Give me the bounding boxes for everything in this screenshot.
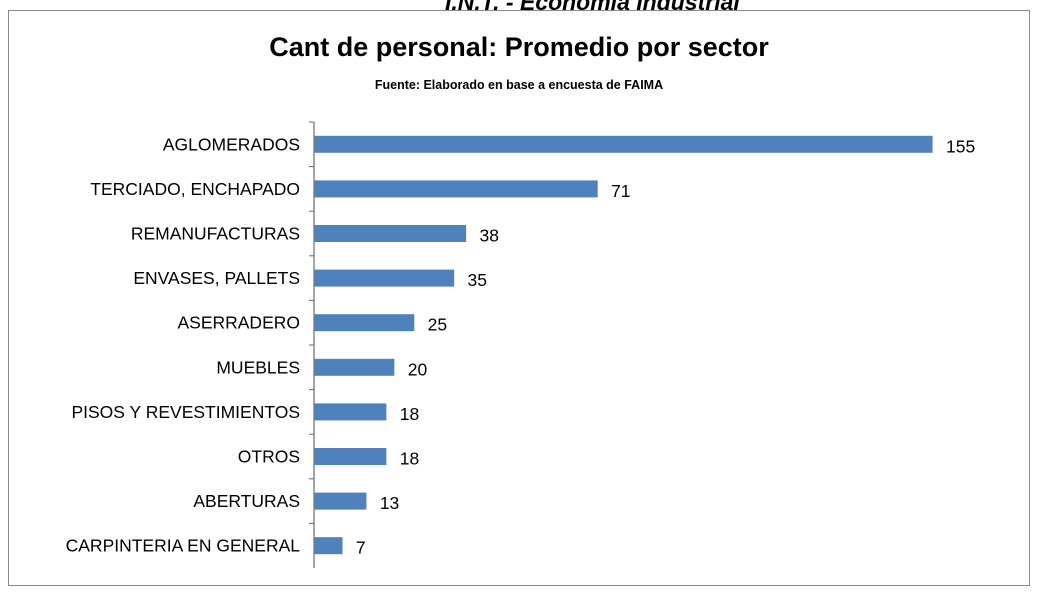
data-label: 20 <box>408 359 428 379</box>
chart-title: Cant de personal: Promedio por sector <box>269 32 769 62</box>
bar <box>314 537 343 555</box>
data-label: 18 <box>400 404 419 424</box>
category-label: ABERTURAS <box>193 491 300 511</box>
bar <box>314 403 387 421</box>
bar <box>314 135 933 153</box>
data-label: 71 <box>611 181 630 201</box>
bar <box>314 358 395 376</box>
category-label: ENVASES, PALLETS <box>133 268 300 288</box>
bar <box>314 448 387 465</box>
data-label: 35 <box>468 270 487 290</box>
chart-area: Cant de personal: Promedio por sector Fu… <box>8 10 1030 586</box>
chart-subtitle: Fuente: Elaborado en base a encuesta de … <box>374 78 664 92</box>
category-label: ASERRADERO <box>177 313 300 333</box>
category-label: TERCIADO, ENCHAPADO <box>90 179 300 199</box>
category-label: REMANUFACTURAS <box>131 224 300 244</box>
data-label: 7 <box>356 538 366 558</box>
data-label: 155 <box>946 136 975 156</box>
data-label: 38 <box>480 226 499 246</box>
category-label: OTROS <box>238 447 300 467</box>
data-label: 18 <box>400 449 419 469</box>
category-label: AGLOMERADOS <box>163 134 300 154</box>
category-label: PISOS Y REVESTIMIENTOS <box>71 402 300 422</box>
category-label: CARPINTERIA EN GENERAL <box>66 536 301 556</box>
bar-chart-plot: AGLOMERADOS 155 TERCIADO, ENCHAPADO 71 REMAN… <box>66 121 975 568</box>
data-label: 25 <box>428 315 447 335</box>
bar <box>314 225 467 242</box>
bar <box>314 314 415 332</box>
bar <box>314 492 367 510</box>
category-label: MUEBLES <box>216 357 300 377</box>
bar <box>314 180 598 198</box>
bar <box>314 269 455 287</box>
data-label: 13 <box>380 493 399 513</box>
